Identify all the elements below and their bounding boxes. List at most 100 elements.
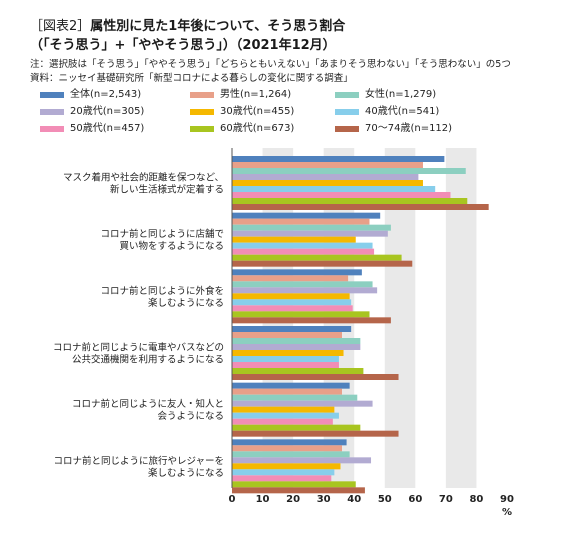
- x-tick-label: 90: [500, 494, 514, 505]
- figure-label: ［図表2］: [30, 19, 91, 34]
- x-tick-label: 60: [408, 494, 422, 505]
- bar: [232, 293, 350, 300]
- bar: [232, 412, 339, 419]
- legend-label: 20歳代(n=305): [70, 106, 145, 117]
- legend-swatch: [190, 92, 214, 98]
- bar: [232, 212, 381, 219]
- bar: [232, 248, 375, 255]
- bar: [232, 230, 388, 237]
- x-tick-label: 30: [317, 494, 331, 505]
- chart-source: 資料：ニッセイ基礎研究所「新型コロナによる暮らしの変化に関する調査」: [30, 73, 353, 84]
- bar: [232, 445, 342, 452]
- legend-swatch: [40, 92, 64, 98]
- category-label: コロナ前と同じように外食を: [100, 285, 224, 297]
- x-tick-label: 50: [378, 494, 392, 505]
- chart-note: 注：選択肢は「そう思う」「ややそう思う」「どちらともいえない」「あまりそう思わな…: [30, 59, 511, 70]
- bar: [232, 186, 436, 192]
- bar: [232, 406, 335, 413]
- bar: [232, 168, 466, 174]
- x-tick-label: 80: [469, 494, 483, 505]
- bar: [232, 362, 339, 368]
- bar: [232, 344, 361, 350]
- category-label: 楽しむようになる: [148, 467, 224, 479]
- bar: [232, 338, 361, 344]
- bar: [232, 374, 399, 380]
- bar: [232, 394, 358, 401]
- legend-swatch: [40, 126, 64, 132]
- bar: [232, 487, 365, 494]
- bar: [232, 156, 445, 162]
- bar: [232, 260, 413, 267]
- legend-label: 40歳代(n=541): [365, 106, 440, 117]
- legend-label: 女性(n=1,279): [365, 89, 437, 100]
- legend-label: 70～74歳(n=112): [365, 123, 453, 134]
- bar: [232, 356, 339, 362]
- bar: [232, 439, 347, 446]
- bar: [232, 305, 353, 312]
- category-label: コロナ前と同じように電車やバスなどの: [53, 342, 224, 354]
- legend-label: 50歳代(n=457): [70, 123, 145, 134]
- bar: [232, 430, 399, 437]
- title-main: 属性別に見た1年後について、そう思う割合: [90, 19, 346, 34]
- legend-swatch: [190, 109, 214, 115]
- bar: [232, 388, 342, 395]
- chart-subtitle: （「そう思う」+「ややそう思う」）（2021年12月）: [30, 38, 336, 53]
- x-tick-label: 20: [286, 494, 300, 505]
- bar: [232, 281, 373, 288]
- bar: [232, 368, 364, 374]
- category-label: コロナ前と同じように旅行やレジャーを: [53, 455, 224, 467]
- bar: [232, 174, 419, 180]
- x-tick-label: 0: [229, 494, 236, 505]
- bar: [232, 481, 356, 488]
- bar: [232, 469, 335, 476]
- bar: [232, 424, 361, 431]
- bar: [232, 236, 356, 243]
- chart-title: ［図表2］属性別に見た1年後について、そう思う割合: [30, 15, 345, 34]
- legend-swatch: [335, 126, 359, 132]
- legend-label: 男性(n=1,264): [220, 89, 292, 100]
- legend-swatch: [335, 92, 359, 98]
- x-tick-label: 40: [347, 494, 361, 505]
- bar: [232, 299, 352, 306]
- category-label: 公共交通機関を利用するようになる: [72, 354, 224, 366]
- x-tick-label: 10: [256, 494, 270, 505]
- bar: [232, 180, 423, 186]
- category-label: コロナ前と同じように友人・知人と: [72, 398, 224, 410]
- bar: [232, 192, 451, 198]
- bar: [232, 326, 352, 332]
- bar: [232, 418, 333, 425]
- bar: [232, 332, 342, 338]
- bar: [232, 457, 372, 464]
- bar: [232, 254, 402, 261]
- bar: [232, 451, 350, 458]
- legend-swatch: [190, 126, 214, 132]
- chart-legend: 全体(n=2,543) 男性(n=1,264) 女性(n=1,279) 20歳代(n=…: [40, 88, 560, 138]
- legend-swatch: [335, 109, 359, 115]
- bar: [232, 198, 468, 204]
- bar: [232, 350, 344, 356]
- category-label: 会うようになる: [157, 410, 224, 422]
- category-label: 買い物をするようになる: [119, 240, 224, 252]
- bar: [232, 475, 332, 482]
- bar: [232, 242, 373, 249]
- bar: [232, 162, 423, 168]
- category-label: 楽しむようになる: [148, 297, 224, 309]
- bar: [232, 463, 341, 470]
- bar: [232, 275, 349, 282]
- bar: [232, 287, 378, 294]
- legend-label: 全体(n=2,543): [70, 89, 142, 100]
- bar: [232, 311, 370, 318]
- category-label: コロナ前と同じように店舗で: [100, 228, 224, 240]
- legend-label: 30歳代(n=455): [220, 106, 295, 117]
- category-label: 新しい生活様式が定着する: [110, 184, 224, 196]
- bar: [232, 204, 489, 210]
- bar: [232, 317, 391, 324]
- x-tick-label: 70: [439, 494, 453, 505]
- legend-swatch: [40, 109, 64, 115]
- bar: [232, 218, 370, 225]
- bar: [232, 269, 362, 276]
- bar: [232, 224, 391, 231]
- category-label: マスク着用や社会的距離を保つなど、: [63, 172, 224, 184]
- bar: [232, 382, 350, 389]
